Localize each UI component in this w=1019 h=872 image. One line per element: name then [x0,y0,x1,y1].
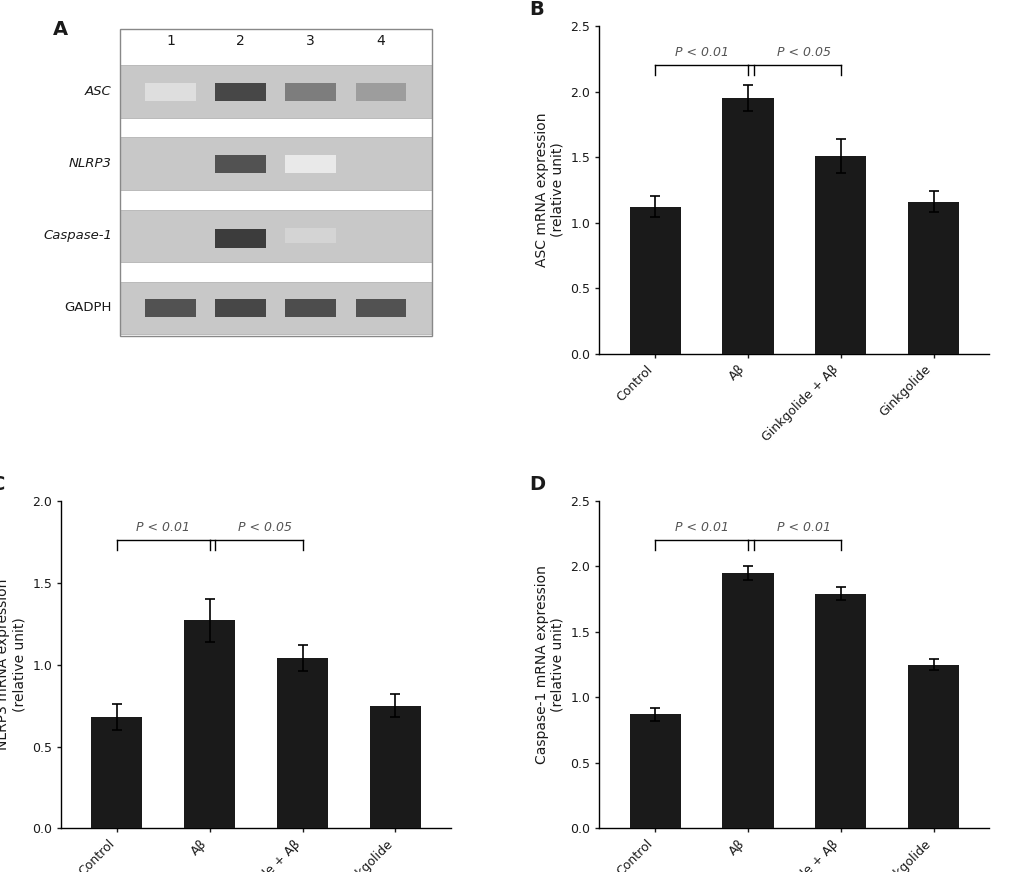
Text: D: D [529,474,545,494]
FancyBboxPatch shape [145,83,196,100]
Text: B: B [529,0,543,19]
Bar [277,658,328,828]
FancyBboxPatch shape [119,282,431,334]
FancyBboxPatch shape [215,235,266,243]
FancyBboxPatch shape [215,229,266,238]
FancyBboxPatch shape [285,299,336,317]
FancyBboxPatch shape [356,83,406,100]
FancyBboxPatch shape [285,154,336,173]
Text: C: C [0,474,5,494]
Bar [907,201,958,354]
Text: 2: 2 [236,34,245,48]
FancyBboxPatch shape [145,299,196,317]
Text: P < 0.01: P < 0.01 [674,521,728,534]
FancyBboxPatch shape [119,65,431,118]
Text: NLRP3: NLRP3 [69,157,112,170]
Text: 1: 1 [166,34,174,48]
FancyBboxPatch shape [215,83,266,100]
Text: GADPH: GADPH [64,301,112,314]
Bar [370,705,421,828]
Text: P < 0.01: P < 0.01 [775,521,829,534]
Y-axis label: ASC mRNA expression
(relative unit): ASC mRNA expression (relative unit) [534,112,565,267]
Text: Caspase-1: Caspase-1 [43,229,112,242]
FancyBboxPatch shape [215,239,266,248]
Text: P < 0.05: P < 0.05 [238,521,292,534]
FancyBboxPatch shape [119,138,431,190]
FancyBboxPatch shape [215,154,266,173]
Bar [184,621,235,828]
FancyBboxPatch shape [119,209,431,262]
Text: 3: 3 [306,34,315,48]
FancyBboxPatch shape [285,83,336,100]
Text: 4: 4 [376,34,385,48]
FancyBboxPatch shape [356,299,406,317]
Text: P < 0.05: P < 0.05 [775,46,829,59]
Bar [92,717,143,828]
Bar [629,714,680,828]
Bar [814,594,865,828]
FancyBboxPatch shape [285,228,336,243]
Bar [721,573,772,828]
Text: P < 0.01: P < 0.01 [137,521,191,534]
Y-axis label: NLRP3 mRNA expression
(relative unit): NLRP3 mRNA expression (relative unit) [0,579,26,751]
Bar [814,156,865,354]
Bar [629,207,680,354]
Bar [907,664,958,828]
Text: ASC: ASC [85,85,112,99]
Y-axis label: Caspase-1 mRNA expression
(relative unit): Caspase-1 mRNA expression (relative unit… [534,565,565,764]
FancyBboxPatch shape [215,299,266,317]
Text: P < 0.01: P < 0.01 [674,46,728,59]
Text: A: A [53,19,68,38]
Bar [721,99,772,354]
